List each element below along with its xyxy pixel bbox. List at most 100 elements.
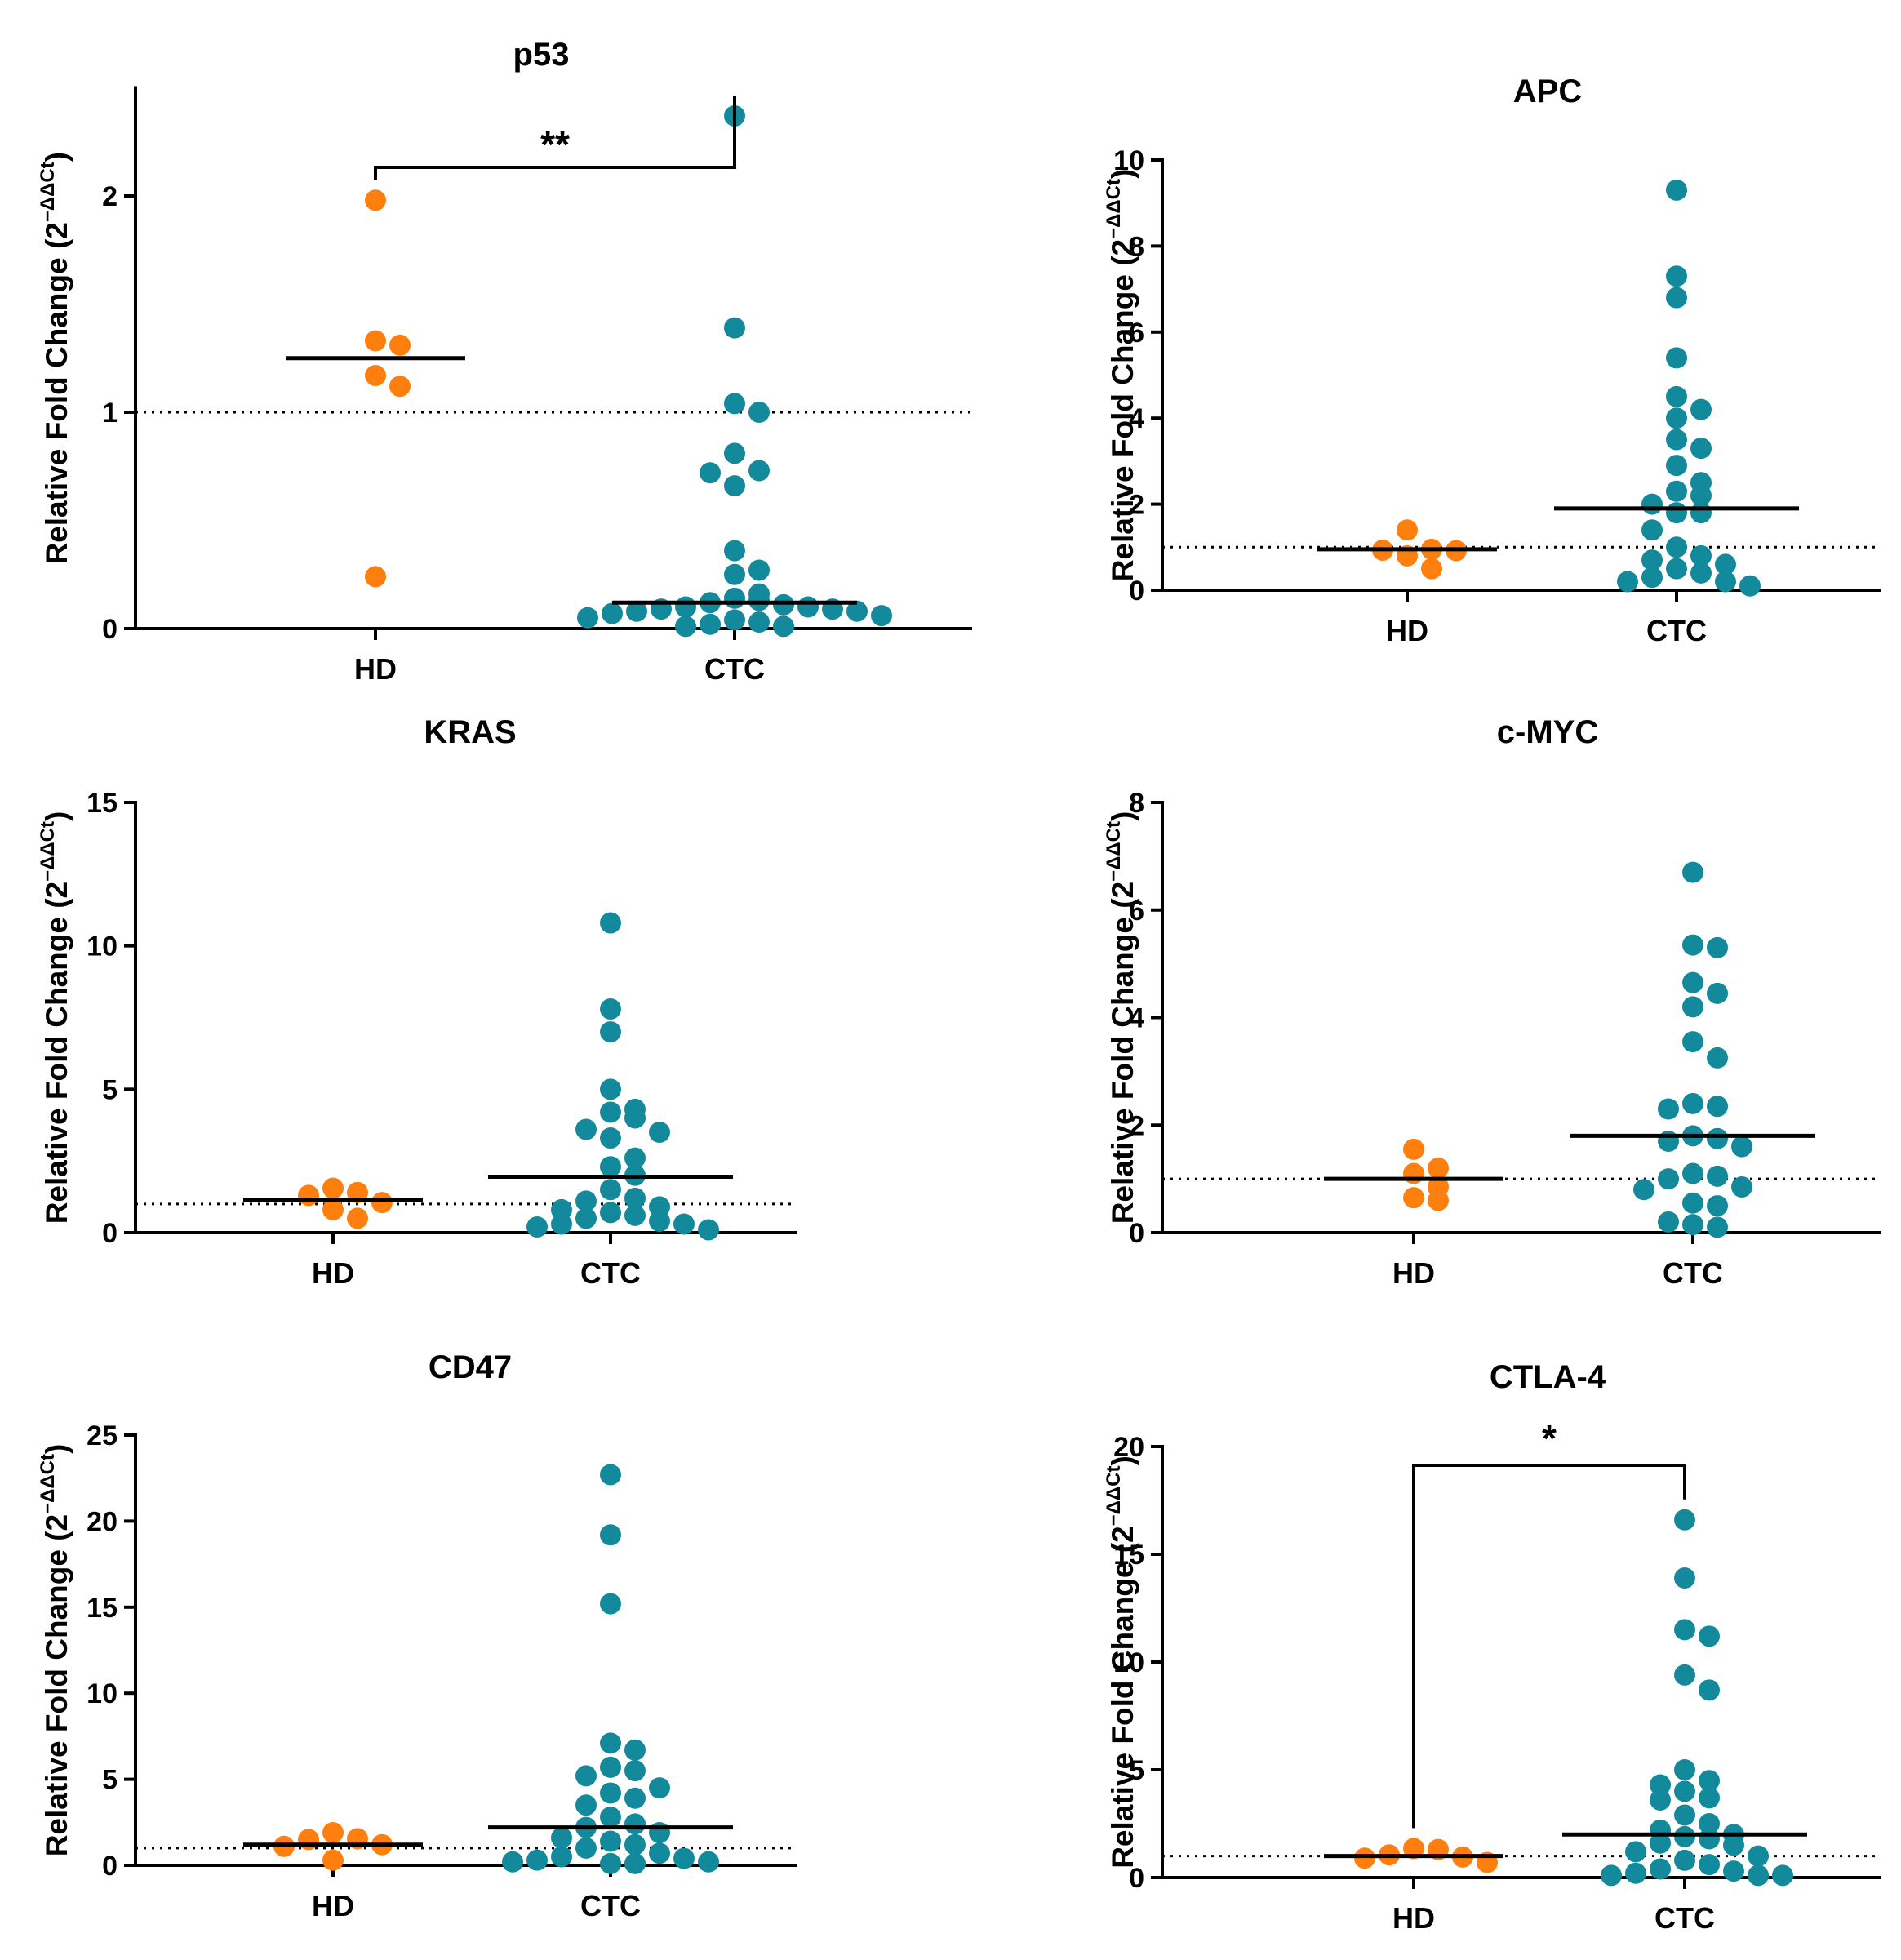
data-point-ctc	[1666, 480, 1687, 502]
data-point-ctc	[1682, 1031, 1703, 1053]
data-point-ctc	[649, 1821, 670, 1843]
data-point-ctc	[1690, 485, 1712, 507]
y-tick-label: 5	[102, 1074, 118, 1105]
data-point-ctc	[1707, 1195, 1728, 1217]
data-point-ctc	[1674, 1825, 1695, 1847]
data-point-ctc	[649, 1777, 670, 1799]
data-point-hd	[365, 566, 386, 588]
data-point-ctc	[1748, 1845, 1769, 1867]
data-point-ctc	[1731, 1136, 1752, 1158]
data-point-ctc	[575, 1837, 597, 1859]
data-point-ctc	[1731, 1176, 1752, 1198]
data-point-ctc	[1666, 385, 1687, 407]
data-point-ctc	[748, 402, 770, 423]
data-point-ctc	[624, 1204, 646, 1226]
data-point-hd	[1403, 1138, 1424, 1160]
data-point-ctc	[1674, 1664, 1695, 1686]
data-point-ctc	[1707, 1165, 1728, 1187]
data-point-ctc	[600, 1021, 621, 1043]
data-point-ctc	[526, 1849, 548, 1871]
data-point-ctc	[724, 317, 745, 339]
data-point-ctc	[1666, 287, 1687, 309]
y-tick-label: 2	[1129, 490, 1144, 521]
significance-bracket	[1412, 1464, 1686, 1829]
data-point-ctc	[773, 593, 794, 616]
data-point-ctc	[773, 616, 794, 638]
data-point-ctc	[649, 1210, 670, 1232]
data-point-ctc	[551, 1827, 572, 1849]
data-point-ctc	[1674, 1780, 1695, 1802]
y-tick-label: 5	[1129, 1755, 1144, 1786]
y-axis-label: Relative Fold Change (2−ΔΔCt)	[37, 811, 73, 1224]
data-point-ctc	[1674, 1804, 1695, 1826]
y-tick-label: 15	[87, 1593, 118, 1624]
data-point-hd	[322, 1198, 344, 1220]
data-point-ctc	[1666, 455, 1687, 477]
data-point-ctc	[1699, 1625, 1720, 1647]
x-tick-label: CTC	[580, 1889, 641, 1922]
data-point-ctc	[1666, 265, 1687, 287]
data-point-ctc	[748, 611, 770, 633]
data-point-ctc	[624, 1787, 646, 1809]
data-point-ctc	[575, 1118, 597, 1140]
data-point-ctc	[1658, 1131, 1679, 1153]
data-point-ctc	[1699, 1813, 1720, 1834]
data-point-ctc	[1690, 398, 1712, 420]
data-point-ctc	[624, 1760, 646, 1782]
data-point-ctc	[624, 1813, 646, 1835]
data-point-ctc	[1690, 544, 1712, 567]
data-point-ctc	[1690, 502, 1712, 524]
y-tick-label: 5	[102, 1765, 118, 1796]
data-point-ctc	[1650, 1858, 1671, 1880]
data-point-hd	[1403, 1838, 1424, 1860]
data-point-ctc	[1625, 1862, 1646, 1884]
data-point-hd	[1403, 1162, 1424, 1184]
y-tick-label: 10	[1113, 145, 1144, 176]
y-tick-label: 1	[102, 398, 118, 429]
data-point-ctc	[1699, 1854, 1720, 1876]
data-point-ctc	[1690, 438, 1712, 460]
data-point-ctc	[1666, 429, 1687, 451]
data-point-ctc	[600, 1732, 621, 1754]
data-point-ctc	[724, 587, 745, 609]
data-point-hd	[389, 376, 411, 398]
data-point-ctc	[724, 393, 745, 415]
data-point-ctc	[1674, 1759, 1695, 1780]
data-point-ctc	[724, 442, 745, 464]
data-point-ctc	[1650, 1789, 1671, 1811]
panel-ctla-4: CTLA-4 0 5 10 15 20 HD CTC Relative Fold Change …	[1103, 1359, 1881, 1935]
panel-title: KRAS	[424, 714, 516, 750]
data-point-hd	[1421, 558, 1442, 580]
data-point-hd	[322, 1821, 344, 1843]
data-point-ctc	[724, 563, 745, 585]
data-point-hd	[298, 1829, 319, 1851]
x-tick-label: CTC	[1646, 614, 1707, 647]
y-tick-label: 0	[102, 1851, 118, 1882]
data-point-hd	[365, 189, 386, 211]
x-tick-label: HD	[1386, 614, 1428, 647]
panel-kras: KRAS 0 5 10 15 HD CTC Relative Fold Change (2−Δ…	[37, 714, 797, 1290]
data-point-ctc	[600, 1756, 621, 1778]
data-point-ctc	[1715, 571, 1736, 593]
data-point-ctc	[1674, 1567, 1695, 1589]
data-point-ctc	[1601, 1864, 1622, 1887]
y-tick-label: 10	[87, 1678, 118, 1709]
data-point-ctc	[1658, 1168, 1679, 1190]
data-point-ctc	[551, 1846, 572, 1868]
y-tick-label: 8	[1129, 788, 1144, 819]
data-point-ctc	[1641, 519, 1663, 541]
panel-c-myc: c-MYC 0 2 4 6 8 HD CTC Relative Fold Change (2−Δ…	[1103, 714, 1881, 1290]
data-point-ctc	[724, 609, 745, 631]
data-point-ctc	[1699, 1679, 1720, 1701]
data-point-hd	[1354, 1847, 1375, 1869]
panel-title: p53	[513, 37, 570, 73]
data-point-ctc	[1682, 861, 1703, 883]
data-point-ctc	[600, 1830, 621, 1852]
data-point-ctc	[724, 540, 745, 562]
y-tick-label: 20	[87, 1506, 118, 1537]
data-point-hd	[347, 1207, 368, 1229]
data-point-ctc	[1666, 536, 1687, 558]
data-point-ctc	[600, 1078, 621, 1100]
data-point-ctc	[1617, 571, 1638, 593]
